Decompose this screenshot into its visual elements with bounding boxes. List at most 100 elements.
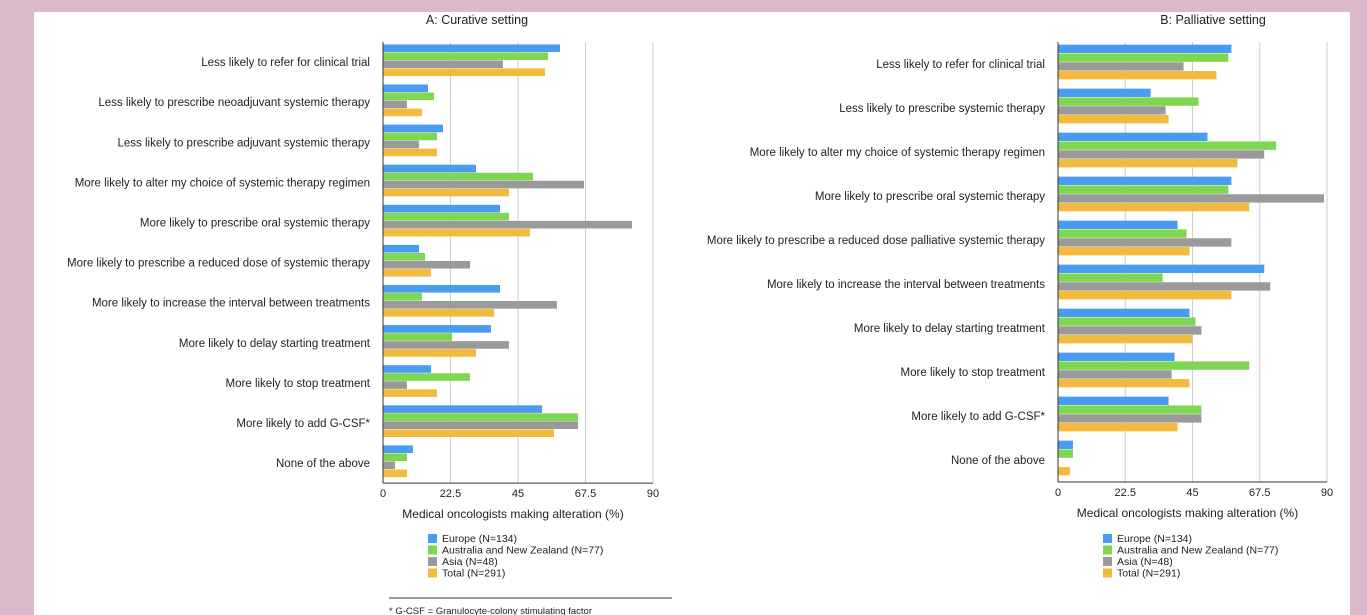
palliative-bar-series-2-row-3 [1058,141,1277,150]
palliative-bar-series-2-row-1 [1058,53,1229,62]
palliative-bar-series-3-row-3 [1058,150,1265,159]
curative-category-label: Less likely to prescribe adjuvant system… [118,137,371,149]
curative-bar-series-3-row-3 [383,140,419,149]
palliative-tick-label: 45 [1186,487,1198,499]
palliative-bar-series-4-row-6 [1058,291,1232,300]
curative-category-label: More likely to prescribe oral systemic t… [140,217,370,229]
palliative-bar-series-3-row-1 [1058,62,1184,71]
palliative-bar-series-2-row-7 [1058,317,1196,326]
palliative-bar-series-4-row-8 [1058,379,1190,388]
curative-bar-series-4-row-2 [383,108,422,117]
curative-bar-series-4-row-7 [383,309,494,317]
palliative-tick-label: 90 [1321,487,1333,499]
palliative-category-label: More likely to alter my choice of system… [750,147,1045,159]
curative-bar-series-2-row-7 [383,293,422,301]
palliative-bar-series-2-row-2 [1058,97,1199,106]
curative-chart-title: A: Curative setting [426,13,528,27]
palliative-category-label: Less likely to prescribe systemic therap… [839,103,1045,115]
curative-legend-swatch-3 [428,557,437,566]
palliative-bar-series-4-row-4 [1058,203,1250,212]
palliative-bar-series-2-row-4 [1058,185,1229,194]
palliative-bar-series-4-row-10 [1058,467,1070,476]
palliative-bar-series-1-row-3 [1058,132,1208,141]
curative-bar-series-2-row-4 [383,172,533,181]
palliative-category-label: More likely to prescribe a reduced dose … [707,235,1045,247]
curative-category-label: Less likely to prescribe neoadjuvant sys… [98,97,370,109]
palliative-bar-series-3-row-2 [1058,106,1166,115]
curative-bar-series-4-row-6 [383,268,431,277]
palliative-legend-swatch-4 [1103,568,1112,578]
palliative-x-axis-label: Medical oncologists making alteration (%… [1077,506,1298,520]
palliative-legend-entry-3: Asia (N=48) [1117,556,1173,568]
curative-bar-series-1-row-6 [383,244,419,253]
palliative-bar-series-2-row-9 [1058,405,1202,414]
curative-bar-series-4-row-5 [383,228,530,237]
curative-bar-series-4-row-10 [383,429,554,437]
palliative-bar-series-3-row-8 [1058,370,1172,379]
curative-bar-series-3-row-6 [383,260,470,269]
curative-bar-series-1-row-11 [383,445,413,454]
curative-bar-series-3-row-4 [383,180,584,189]
palliative-legend-entry-2: Australia and New Zealand (N=77) [1117,545,1278,557]
curative-bar-series-2-row-2 [383,92,434,101]
curative-bar-series-2-row-6 [383,252,425,261]
palliative-bar-series-4-row-9 [1058,423,1178,432]
palliative-tick-label: 0 [1055,487,1061,499]
palliative-bar-series-3-row-7 [1058,326,1202,335]
palliative-legend-entry-4: Total (N=291) [1117,568,1180,580]
curative-tick-label: 90 [647,488,659,500]
curative-legend-entry-4: Total (N=291) [442,568,505,580]
curative-bar-series-4-row-9 [383,389,437,397]
palliative-bar-series-2-row-5 [1058,229,1187,238]
figure-panel: A: Curative setting Less likely to refer … [34,12,1350,615]
curative-tick-label: 67.5 [575,488,596,500]
curative-category-label: Less likely to refer for clinical trial [201,57,370,69]
curative-bar-series-3-row-9 [383,381,407,389]
curative-category-label: More likely to alter my choice of system… [75,177,370,189]
palliative-legend-swatch-2 [1103,545,1112,555]
palliative-bar-series-1-row-2 [1058,88,1151,97]
palliative-bar-series-3-row-6 [1058,282,1271,291]
palliative-tick-label: 22.5 [1115,487,1136,499]
curative-bar-series-3-row-1 [383,60,503,69]
palliative-category-label: None of the above [951,455,1045,467]
palliative-category-label: Less likely to refer for clinical trial [876,59,1045,71]
palliative-bar-series-4-row-3 [1058,159,1238,168]
curative-x-axis-label: Medical oncologists making alteration (%… [402,507,623,521]
palliative-bar-series-1-row-1 [1058,44,1232,53]
palliative-category-label: More likely to increase the interval bet… [767,279,1045,291]
curative-legend-entry-2: Australia and New Zealand (N=77) [442,545,603,557]
palliative-bar-series-4-row-7 [1058,335,1193,344]
palliative-bar-series-1-row-5 [1058,220,1178,229]
palliative-bar-series-3-row-9 [1058,414,1202,423]
palliative-category-label: More likely to add G-CSF* [911,411,1045,423]
palliative-bar-series-1-row-9 [1058,396,1169,405]
palliative-legend-swatch-3 [1103,557,1112,566]
curative-category-label: More likely to prescribe a reduced dose … [67,258,370,270]
palliative-chart-title: B: Palliative setting [1160,13,1266,27]
curative-bar-series-2-row-1 [383,52,548,61]
curative-bar-series-4-row-4 [383,188,509,197]
palliative-bar-series-2-row-6 [1058,273,1163,282]
palliative-bar-series-4-row-2 [1058,115,1169,124]
curative-legend-swatch-2 [428,545,437,555]
curative-bar-series-4-row-3 [383,148,437,157]
curative-bar-series-4-row-11 [383,469,407,478]
palliative-category-label: More likely to stop treatment [901,367,1046,379]
curative-legend-swatch-1 [428,534,437,543]
curative-category-label: More likely to delay starting treatment [179,338,371,350]
palliative-bar-series-4-row-1 [1058,71,1217,80]
curative-category-label: More likely to stop treatment [226,378,371,390]
curative-bar-series-3-row-10 [383,421,578,429]
curative-bar-series-3-row-8 [383,341,509,349]
curative-bar-series-1-row-5 [383,204,500,213]
palliative-bar-series-2-row-8 [1058,361,1250,370]
curative-bar-series-1-row-4 [383,164,476,173]
palliative-bar-series-1-row-7 [1058,308,1190,317]
palliative-tick-label: 67.5 [1249,487,1270,499]
palliative-bar-series-4-row-5 [1058,247,1190,256]
curative-bar-series-1-row-2 [383,84,428,93]
curative-legend-entry-3: Asia (N=48) [442,556,498,568]
curative-bar-series-1-row-9 [383,365,431,373]
palliative-category-label: More likely to prescribe oral systemic t… [815,191,1045,203]
